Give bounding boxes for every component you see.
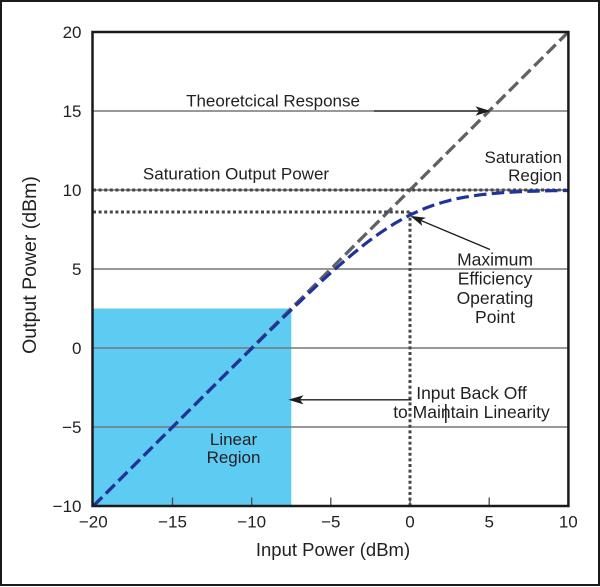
svg-text:−10: −10: [237, 512, 266, 531]
svg-text:Operating: Operating: [457, 288, 534, 308]
svg-text:Region: Region: [207, 448, 261, 467]
svg-text:20: 20: [63, 23, 82, 42]
svg-text:Region: Region: [508, 166, 562, 185]
svg-text:5: 5: [484, 512, 493, 531]
svg-text:Output Power (dBm): Output Power (dBm): [19, 176, 41, 354]
svg-text:−5: −5: [321, 512, 340, 531]
svg-text:Efficiency: Efficiency: [458, 269, 533, 289]
svg-text:15: 15: [63, 102, 82, 121]
svg-text:5: 5: [72, 260, 81, 279]
svg-text:Point: Point: [475, 307, 515, 327]
svg-text:−10: −10: [53, 497, 82, 516]
svg-text:Theoretcical Response: Theoretcical Response: [186, 92, 360, 111]
svg-text:−5: −5: [62, 418, 81, 437]
svg-text:−15: −15: [158, 512, 187, 531]
svg-text:to Maintain Linearity: to Maintain Linearity: [393, 402, 550, 422]
svg-text:Maximum: Maximum: [457, 249, 533, 269]
svg-text:−20: −20: [79, 512, 108, 531]
svg-text:0: 0: [72, 339, 81, 358]
svg-text:10: 10: [63, 181, 82, 200]
svg-text:Input Power (dBm): Input Power (dBm): [256, 539, 410, 560]
svg-text:Input Back Off: Input Back Off: [416, 383, 527, 403]
svg-text:Linear: Linear: [210, 430, 258, 449]
svg-text:0: 0: [405, 512, 414, 531]
svg-text:10: 10: [559, 512, 578, 531]
svg-text:Saturation: Saturation: [485, 148, 563, 167]
svg-text:Saturation Output Power: Saturation Output Power: [143, 164, 330, 183]
